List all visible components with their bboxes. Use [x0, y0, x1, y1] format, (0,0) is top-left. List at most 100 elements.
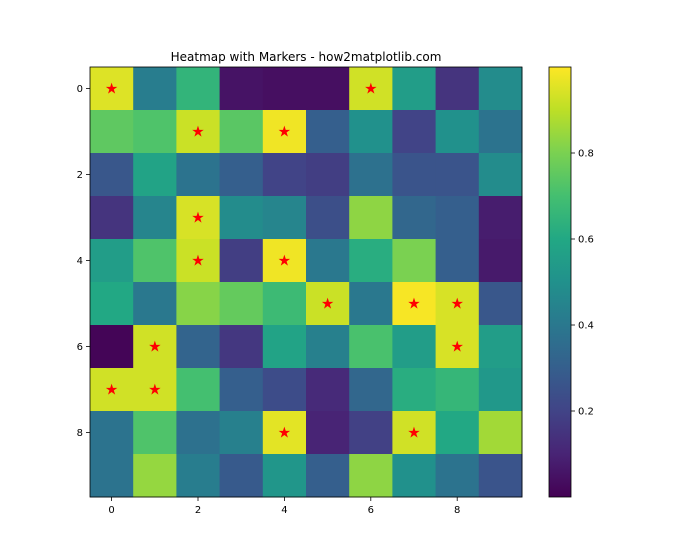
star-marker: ★ — [321, 295, 334, 313]
heatmap-cell — [133, 153, 177, 197]
heatmap-cell — [306, 110, 350, 154]
heatmap-cell — [176, 196, 221, 240]
heatmap-cell — [349, 411, 393, 455]
y-tick-label: 0 — [77, 84, 83, 95]
heatmap-cell — [392, 368, 437, 412]
heatmap-cell — [262, 110, 307, 154]
heatmap-cell — [435, 239, 480, 283]
heatmap-cell — [90, 110, 134, 154]
heatmap-cell — [478, 454, 523, 498]
heatmap-cell — [262, 239, 307, 283]
heatmap-cell — [176, 239, 221, 283]
heatmap-cell — [262, 282, 307, 326]
heatmap-cell — [262, 196, 307, 240]
star-marker: ★ — [278, 252, 291, 270]
heatmap-cell — [435, 67, 480, 111]
heatmap-cell — [133, 368, 177, 412]
heatmap-cell — [306, 239, 350, 283]
heatmap-cell — [219, 153, 264, 197]
heatmap-cell — [90, 411, 134, 455]
heatmap-cell — [219, 282, 264, 326]
star-marker: ★ — [407, 424, 420, 442]
heatmap-cell — [306, 282, 350, 326]
heatmap-cell — [435, 368, 480, 412]
heatmap-cell — [478, 67, 523, 111]
heatmap-cell — [262, 411, 307, 455]
heatmap-cell — [306, 325, 350, 369]
heatmap-cell — [219, 67, 264, 111]
heatmap-cell — [392, 325, 437, 369]
y-axis: 0 2 4 6 8 — [77, 84, 90, 439]
heatmap-cell — [435, 282, 480, 326]
colorbar-axis: 0.2 0.4 0.6 0.8 — [571, 149, 594, 418]
heatmap-cell — [392, 411, 437, 455]
x-tick-label: 2 — [195, 505, 201, 516]
heatmap-cell — [90, 282, 134, 326]
heatmap-cell — [90, 153, 134, 197]
heatmap-cell — [176, 411, 221, 455]
heatmap-cell — [90, 454, 134, 498]
heatmap-cell — [478, 411, 523, 455]
heatmap-cell — [133, 196, 177, 240]
heatmap-cell — [478, 110, 523, 154]
heatmap-cell — [435, 325, 480, 369]
star-marker: ★ — [450, 295, 463, 313]
heatmap-cell — [392, 153, 437, 197]
heatmap-cell — [133, 282, 177, 326]
x-tick-label: 8 — [454, 505, 460, 516]
y-tick-label: 8 — [77, 428, 83, 439]
heatmap-cell — [90, 67, 134, 111]
heatmap-cell — [349, 454, 393, 498]
heatmap-cell — [392, 196, 437, 240]
heatmap-cell — [262, 368, 307, 412]
heatmap-cell — [349, 153, 393, 197]
heatmap-cell — [262, 153, 307, 197]
heatmap-cell — [349, 110, 393, 154]
heatmap-cell — [478, 282, 523, 326]
star-marker: ★ — [407, 295, 420, 313]
heatmap-cell — [392, 282, 437, 326]
star-marker: ★ — [364, 80, 377, 98]
x-tick-label: 4 — [281, 505, 287, 516]
heatmap-cell — [306, 368, 350, 412]
heatmap-markers: ★ ★ ★ ★ ★ ★ ★ ★ ★ ★ ★ ★ ★ ★ ★ ★ — [105, 80, 464, 442]
colorbar-tick-label: 0.8 — [578, 149, 594, 160]
plot-frame — [89, 66, 523, 498]
heatmap-cell — [262, 454, 307, 498]
heatmap-cell — [478, 196, 523, 240]
heatmap-cell — [219, 110, 264, 154]
y-tick-label: 6 — [77, 342, 83, 353]
colorbar-tick-label: 0.2 — [578, 407, 594, 418]
heatmap-cell — [176, 454, 221, 498]
heatmap-cell — [176, 282, 221, 326]
heatmap-cell — [90, 325, 134, 369]
heatmap-cell — [392, 110, 437, 154]
heatmap-cell — [133, 454, 177, 498]
heatmap-cell — [176, 153, 221, 197]
colorbar — [548, 66, 572, 498]
heatmap-cell — [133, 110, 177, 154]
heatmap-cell — [176, 67, 221, 111]
heatmap-cell — [392, 454, 437, 498]
heatmap-cell — [392, 67, 437, 111]
heatmap-cell — [176, 368, 221, 412]
heatmap-cell — [435, 153, 480, 197]
heatmap-cell — [133, 239, 177, 283]
heatmap-cell — [219, 196, 264, 240]
heatmap-cell — [478, 325, 523, 369]
heatmap-cell — [262, 67, 307, 111]
star-marker: ★ — [105, 80, 118, 98]
heatmap-cell — [435, 411, 480, 455]
x-tick-label: 0 — [108, 505, 114, 516]
x-tick-label: 6 — [368, 505, 374, 516]
heatmap-cell — [219, 411, 264, 455]
heatmap-cell — [176, 325, 221, 369]
heatmap-cell — [306, 411, 350, 455]
heatmap-cell — [349, 368, 393, 412]
star-marker: ★ — [148, 381, 161, 399]
colorbar-tick-label: 0.6 — [578, 235, 594, 246]
star-marker: ★ — [105, 381, 118, 399]
heatmap-cell — [219, 368, 264, 412]
heatmap-cell — [349, 196, 393, 240]
